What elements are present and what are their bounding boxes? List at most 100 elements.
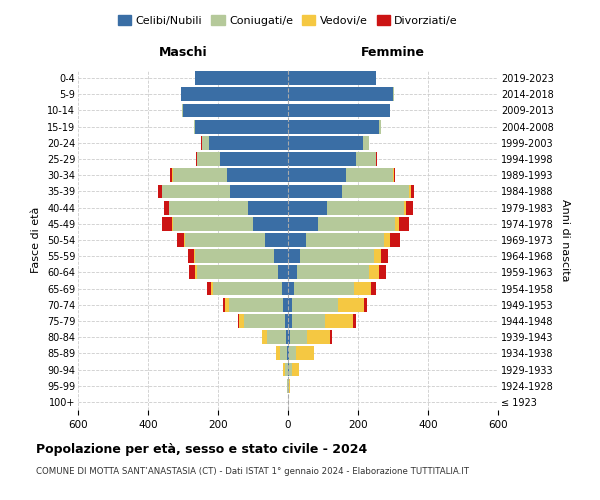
Bar [158,184,161,198]
Bar [185,233,265,247]
Bar [289,346,296,360]
Bar [184,233,185,247]
Bar [288,184,342,198]
Bar [229,298,283,312]
Bar [287,379,288,392]
Bar [371,282,376,296]
Bar [197,266,277,280]
Bar [239,314,244,328]
Text: COMUNE DI MOTTA SANT’ANASTASIA (CT) - Dati ISTAT 1° gennaio 2024 - Elaborazione : COMUNE DI MOTTA SANT’ANASTASIA (CT) - Da… [36,468,469,476]
Bar [292,314,325,328]
Bar [181,88,288,101]
Bar [292,298,338,312]
Bar [342,184,409,198]
Text: Femmine: Femmine [361,46,425,59]
Bar [262,330,267,344]
Bar [368,266,379,280]
Bar [363,136,368,149]
Bar [288,168,346,182]
Bar [248,200,288,214]
Bar [288,379,289,392]
Bar [189,266,195,280]
Bar [381,250,388,263]
Bar [282,282,288,296]
Bar [393,168,394,182]
Bar [238,314,239,328]
Bar [288,152,356,166]
Bar [220,152,288,166]
Bar [202,136,209,149]
Bar [325,314,353,328]
Bar [172,217,173,230]
Bar [283,298,288,312]
Bar [389,104,390,118]
Bar [207,282,211,296]
Bar [188,250,194,263]
Bar [214,282,282,296]
Bar [300,250,374,263]
Bar [183,104,288,118]
Bar [287,346,288,360]
Bar [395,217,399,230]
Bar [289,362,292,376]
Bar [197,152,220,166]
Bar [376,152,377,166]
Bar [193,120,195,134]
Bar [169,200,248,214]
Bar [227,168,288,182]
Bar [399,217,409,230]
Bar [173,168,227,182]
Bar [288,314,292,328]
Bar [374,250,381,263]
Bar [295,282,354,296]
Bar [394,168,395,182]
Bar [288,282,295,296]
Bar [286,330,288,344]
Bar [379,120,381,134]
Bar [288,298,292,312]
Bar [177,233,184,247]
Bar [288,250,300,263]
Bar [284,314,288,328]
Bar [223,298,225,312]
Bar [288,346,289,360]
Bar [288,88,393,101]
Bar [305,233,384,247]
Bar [196,152,197,166]
Bar [225,298,229,312]
Bar [265,233,288,247]
Bar [318,217,395,230]
Bar [230,184,288,198]
Bar [326,200,404,214]
Bar [194,250,195,263]
Bar [296,346,314,360]
Bar [288,200,326,214]
Bar [404,200,406,214]
Text: Maschi: Maschi [158,46,208,59]
Bar [356,152,376,166]
Bar [211,282,214,296]
Bar [276,346,280,360]
Bar [288,136,363,149]
Bar [173,217,253,230]
Bar [410,184,414,198]
Bar [292,362,299,376]
Bar [283,362,285,376]
Bar [364,298,367,312]
Bar [290,330,307,344]
Bar [280,346,287,360]
Bar [393,88,394,101]
Bar [307,330,330,344]
Bar [379,266,386,280]
Bar [253,217,288,230]
Bar [164,200,169,214]
Bar [406,200,413,214]
Bar [288,120,379,134]
Bar [195,250,274,263]
Bar [267,330,286,344]
Bar [384,233,389,247]
Bar [288,217,318,230]
Legend: Celibi/Nubili, Coniugati/e, Vedovi/e, Divorziati/e: Celibi/Nubili, Coniugati/e, Vedovi/e, Di… [113,10,463,30]
Bar [288,71,376,85]
Bar [195,120,288,134]
